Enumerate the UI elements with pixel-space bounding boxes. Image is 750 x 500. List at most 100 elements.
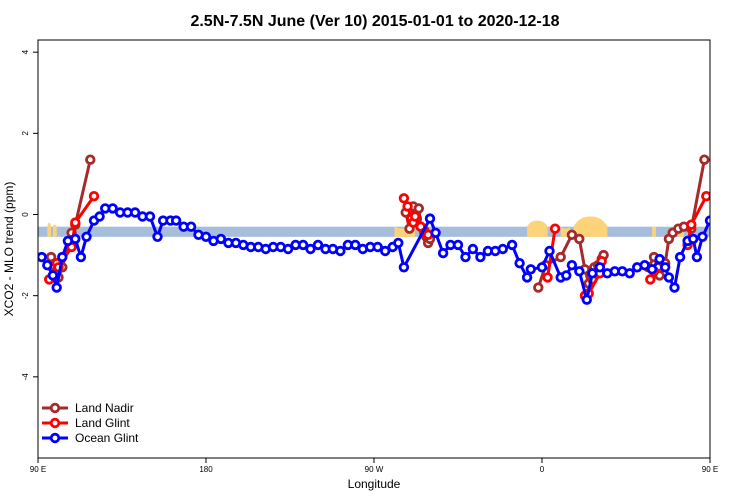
- x-tick-label: 180: [199, 465, 213, 474]
- data-point: [57, 251, 68, 263]
- data-point: [398, 262, 410, 273]
- data-point: [660, 262, 671, 273]
- data-point: [674, 251, 686, 263]
- data-point: [42, 260, 53, 271]
- data-point: [544, 245, 555, 257]
- legend-marker: [49, 402, 61, 414]
- data-point: [732, 209, 740, 217]
- data-point: [646, 264, 658, 275]
- data-point: [533, 282, 544, 293]
- legend-label: Land Nadir: [75, 401, 134, 415]
- series-ocean-glint: [38, 203, 748, 305]
- land-area: [527, 220, 548, 237]
- data-point: [460, 251, 471, 263]
- data-point: [506, 239, 518, 251]
- data-point: [350, 239, 361, 251]
- data-point: [639, 260, 650, 271]
- data-point: [691, 251, 703, 263]
- legend-label: Ocean Glint: [75, 431, 139, 445]
- data-point: [740, 209, 748, 217]
- data-point: [497, 243, 508, 255]
- x-axis-label: Longitude: [348, 477, 401, 491]
- y-tick-label: -2: [21, 292, 30, 300]
- data-point: [581, 294, 592, 305]
- data-point: [437, 247, 449, 259]
- legend-marker: [49, 417, 61, 429]
- data-point: [85, 154, 96, 165]
- land-area: [573, 216, 608, 237]
- data-point: [514, 258, 525, 269]
- y-tick-label: 4: [21, 49, 30, 54]
- legend-marker: [49, 432, 61, 444]
- y-axis: -4 -2 0 2 4: [21, 49, 38, 380]
- data-point: [521, 272, 533, 283]
- data-point: [372, 241, 383, 253]
- data-point: [152, 231, 163, 242]
- data-point: [574, 266, 585, 277]
- data-point: [725, 205, 733, 213]
- data-point: [587, 268, 598, 279]
- data-point: [393, 237, 404, 249]
- y-tick-label: 0: [21, 212, 30, 217]
- data-point: [566, 229, 578, 240]
- data-point: [452, 239, 464, 251]
- x-tick-label: 90 E: [30, 465, 46, 474]
- data-point: [555, 251, 566, 263]
- data-point: [717, 205, 725, 213]
- data-point: [536, 262, 548, 273]
- data-point: [305, 243, 316, 255]
- data-point: [38, 251, 47, 263]
- data-point: [663, 272, 675, 283]
- reference-band: [38, 226, 710, 237]
- data-point: [424, 213, 436, 224]
- data-point: [413, 203, 424, 214]
- data-point: [129, 207, 141, 218]
- legend-item: Land Glint: [42, 416, 130, 430]
- land-area: [52, 224, 57, 237]
- data-point: [282, 243, 294, 255]
- data-point: [51, 282, 62, 293]
- data-point: [70, 233, 81, 245]
- data-point: [686, 219, 697, 230]
- x-tick-label: 90 W: [365, 465, 384, 474]
- data-point: [475, 251, 486, 263]
- chart-title: 2.5N-7.5N June (Ver 10) 2015-01-01 to 20…: [190, 13, 559, 30]
- data-point: [170, 215, 182, 226]
- y-tick-label: 2: [21, 131, 30, 136]
- data-point: [398, 193, 410, 204]
- data-point: [701, 191, 710, 202]
- x-tick-label: 0: [540, 465, 545, 474]
- reference-band-rect: [38, 226, 710, 237]
- data-point: [430, 227, 441, 238]
- data-point: [525, 264, 536, 275]
- data-point: [594, 262, 606, 273]
- data-point: [47, 270, 59, 281]
- y-axis-label: XCO2 - MLO trend (ppm): [2, 182, 16, 317]
- x-tick-label: 90 E: [702, 465, 718, 474]
- data-point: [200, 231, 212, 242]
- data-point: [409, 211, 421, 222]
- data-point: [312, 239, 324, 251]
- data-point: [88, 190, 100, 202]
- data-point: [654, 253, 665, 265]
- data-point: [107, 203, 118, 214]
- data-point: [402, 201, 413, 212]
- data-point: [561, 270, 572, 281]
- land-area: [47, 222, 52, 237]
- data-point: [75, 251, 87, 263]
- data-point: [699, 154, 710, 165]
- data-point: [669, 282, 680, 293]
- data-point: [688, 233, 699, 245]
- data-point: [70, 217, 81, 228]
- data-point: [297, 239, 309, 251]
- data-point: [144, 211, 156, 222]
- data-point: [697, 231, 708, 242]
- data-point: [335, 245, 346, 257]
- data-point: [645, 274, 656, 285]
- data-point: [185, 221, 197, 232]
- legend-label: Land Glint: [75, 416, 130, 430]
- land-area: [652, 226, 656, 237]
- data-point: [380, 245, 391, 257]
